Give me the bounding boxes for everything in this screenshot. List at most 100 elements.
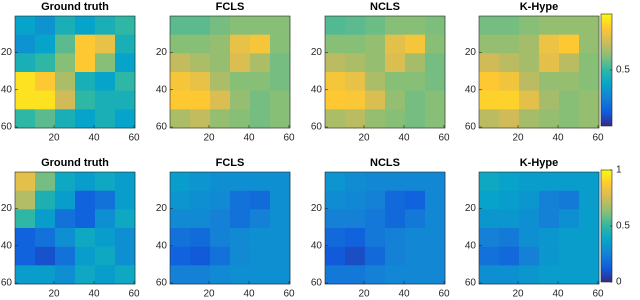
heatmap-cell: [539, 109, 560, 129]
heatmap-cell: [519, 53, 540, 73]
heatmap-cell: [35, 90, 56, 110]
heatmap-cell: [270, 16, 291, 35]
x-tick-label: 40: [552, 289, 564, 300]
x-tick-label: 60: [283, 133, 295, 144]
heatmap-cell: [35, 209, 56, 229]
heatmap-cell: [539, 172, 560, 191]
heatmap-cell: [539, 228, 560, 247]
axes-box: [478, 15, 600, 129]
heatmap-cell: [95, 172, 116, 191]
heatmap-cell: [579, 53, 600, 73]
x-tick-label: 20: [48, 133, 60, 144]
x-tick-label: 20: [48, 289, 60, 300]
y-tick-label: 20: [311, 47, 323, 58]
panel-title: NCLS: [370, 157, 400, 169]
heatmap-cell: [559, 190, 580, 210]
heatmap-cell: [115, 16, 136, 35]
heatmap-cell: [425, 190, 446, 210]
heatmap-cell: [519, 172, 540, 191]
heatmap-cell: [479, 228, 500, 247]
heatmap-cell: [210, 34, 231, 54]
heatmap-cell: [539, 190, 560, 210]
heatmap-cell: [365, 172, 386, 191]
y-tick-label: 60: [465, 122, 477, 133]
x-tick-label: 20: [512, 289, 524, 300]
heatmap-cell: [190, 246, 211, 266]
heatmap-cell: [365, 34, 386, 54]
y-tick-label: 40: [156, 84, 168, 95]
heatmap-cell: [425, 90, 446, 110]
heatmap-cell: [519, 109, 540, 129]
heatmap-cell: [190, 90, 211, 110]
heatmap-cell: [95, 228, 116, 247]
y-tick-label: 60: [465, 278, 477, 289]
heatmap-cell: [479, 16, 500, 35]
heatmap-cell: [75, 90, 96, 110]
heatmap-cell: [499, 246, 520, 266]
heatmap-cell: [210, 265, 231, 285]
heatmap-cell: [15, 190, 36, 210]
heatmap-cell: [499, 172, 520, 191]
heatmap-cell: [55, 16, 76, 35]
heatmap-cell: [250, 109, 271, 129]
heatmap-cell: [170, 90, 191, 110]
heatmap-cell: [425, 16, 446, 35]
heatmap-cell: [385, 90, 406, 110]
heatmap-cell: [55, 72, 76, 91]
heatmap-cell: [15, 209, 36, 229]
heatmap-cell: [385, 265, 406, 285]
heatmap-cell: [479, 53, 500, 73]
heatmap-cell: [325, 228, 346, 247]
heatmap-cell: [499, 209, 520, 229]
heatmap-cell: [345, 190, 366, 210]
heatmap-cell: [405, 16, 426, 35]
heatmap-cell: [115, 90, 136, 110]
heatmap-cell: [190, 190, 211, 210]
heatmap-cell: [230, 172, 251, 191]
axes-box: [14, 171, 136, 285]
x-tick-label: 40: [243, 289, 255, 300]
heatmap-cell: [479, 265, 500, 285]
colorbar-tick-label: 0.5: [616, 65, 630, 76]
heatmap-cell: [230, 109, 251, 129]
heatmap-cell: [365, 209, 386, 229]
heatmap-cell: [15, 72, 36, 91]
heatmap-cell: [405, 190, 426, 210]
heatmap-cell: [15, 53, 36, 73]
heatmap-cell: [210, 109, 231, 129]
heatmap-cell: [210, 172, 231, 191]
y-tick-label: 40: [156, 240, 168, 251]
y-tick-label: 60: [156, 122, 168, 133]
heatmap-cell: [479, 172, 500, 191]
y-tick-label: 20: [311, 203, 323, 214]
heatmap-cell: [35, 228, 56, 247]
heatmap-cell: [55, 265, 76, 285]
panel-title: K-Hype: [520, 157, 559, 169]
heatmap-cell: [365, 109, 386, 129]
heatmap-cell: [405, 90, 426, 110]
heatmap-cell: [425, 72, 446, 91]
heatmap-cell: [559, 246, 580, 266]
heatmap-cell: [190, 172, 211, 191]
heatmap-cell: [55, 246, 76, 266]
axes-box: [14, 15, 136, 129]
heatmap-cell: [270, 265, 291, 285]
heatmap-cell: [325, 16, 346, 35]
heatmap-cell: [35, 109, 56, 129]
heatmap-cell: [345, 90, 366, 110]
heatmap-cell: [579, 109, 600, 129]
heatmap-cell: [345, 209, 366, 229]
heatmap-cell: [325, 265, 346, 285]
heatmap-cell: [190, 109, 211, 129]
heatmap-cell: [170, 16, 191, 35]
heatmap-cell: [579, 209, 600, 229]
heatmap-cell: [115, 265, 136, 285]
heatmap-cell: [15, 265, 36, 285]
heatmap-cell: [499, 16, 520, 35]
heatmap-cell: [35, 53, 56, 73]
heatmap-cell: [210, 209, 231, 229]
heatmap-cell: [539, 34, 560, 54]
heatmap-cell: [519, 34, 540, 54]
heatmap-cell: [170, 209, 191, 229]
heatmap-cell: [230, 190, 251, 210]
